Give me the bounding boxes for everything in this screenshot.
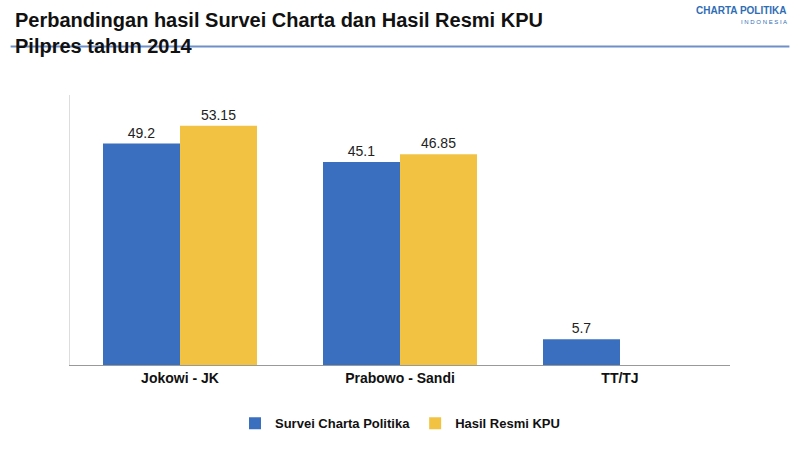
svg-text:45.1: 45.1	[348, 143, 375, 159]
svg-text:CHARTA POLITIKA: CHARTA POLITIKA	[696, 5, 787, 16]
svg-text:TT/TJ: TT/TJ	[601, 370, 638, 386]
svg-text:5.7: 5.7	[572, 320, 592, 336]
svg-text:53.15: 53.15	[201, 107, 236, 123]
svg-text:I N D O N E S I A: I N D O N E S I A	[741, 19, 787, 25]
svg-text:Hasil Resmi KPU: Hasil Resmi KPU	[455, 416, 560, 431]
svg-text:Jokowi - JK: Jokowi - JK	[141, 370, 219, 386]
svg-text:46.85: 46.85	[421, 135, 456, 151]
svg-text:49.2: 49.2	[128, 125, 155, 141]
svg-text:Perbandingan hasil Survei Char: Perbandingan hasil Survei Charta dan Has…	[15, 9, 543, 57]
svg-text:Prabowo - Sandi: Prabowo - Sandi	[345, 370, 455, 386]
svg-text:Survei Charta Politika: Survei Charta Politika	[275, 416, 410, 431]
